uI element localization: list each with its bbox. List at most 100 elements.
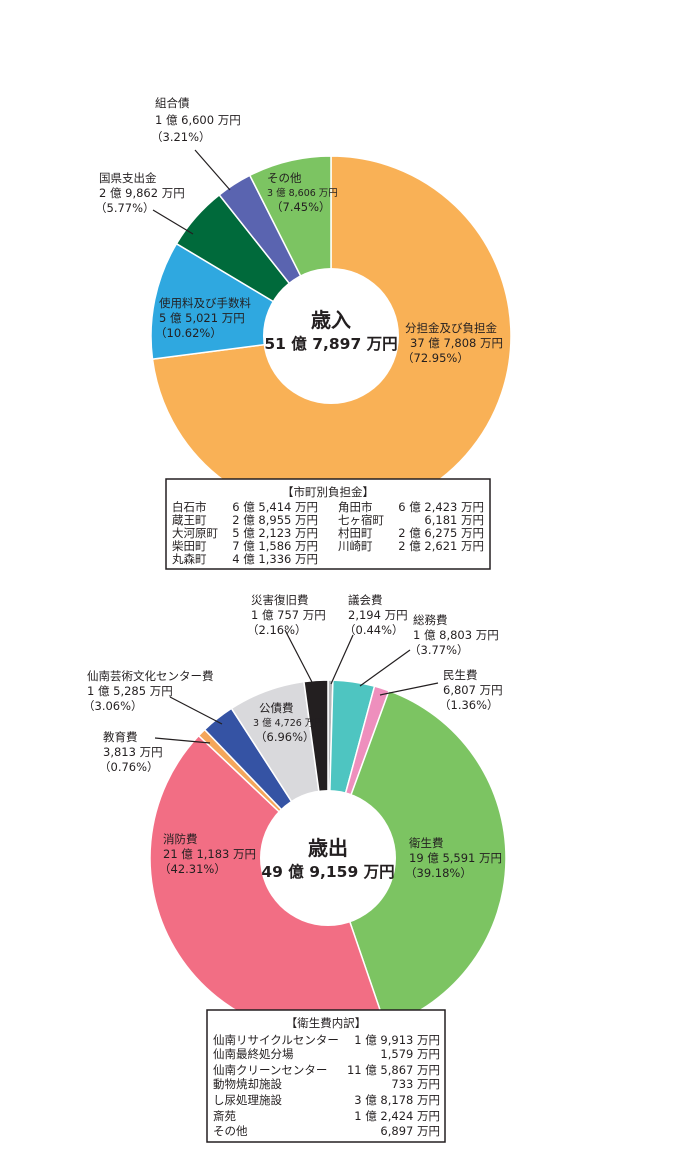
slice-label: 国県支出金 [99, 171, 157, 185]
somu-leader-line [359, 649, 411, 687]
revenue-donut-hole [263, 268, 399, 404]
expenditure-pie-slices [149, 679, 507, 1037]
sanitation-breakdown-table: 【衛生費内訳】 仙南リサイクルセンター 1 億 9,913 万円 仙南最終処分場… [206, 1009, 446, 1143]
slice-percent: （5.77%） [95, 201, 155, 215]
table-row-value: 4 億 1,336 万円 [232, 552, 318, 566]
table-row-value: 1 億 9,913 万円 [354, 1033, 440, 1047]
revenue-label-koku: 国県支出金 2 億 9,862 万円 （5.77%） [95, 171, 185, 215]
table-row-name: 仙南最終処分場 [213, 1047, 294, 1061]
expenditure-label-gikai: 議会費 2,194 万円 （0.44%） [344, 593, 408, 637]
table-title: 【衛生費内訳】 [286, 1016, 367, 1030]
revenue-center-total: 51 億 7,897 万円 [264, 334, 397, 353]
slice-amount: 2 億 9,862 万円 [99, 186, 185, 200]
table-row-name: 角田市 [338, 500, 373, 514]
saigai-leader-line [284, 629, 314, 685]
slice-label: 民生費 [443, 668, 478, 682]
revenue-label-other: その他 3 億 8,606 万円 （7.45%） [267, 171, 338, 214]
slice-label: 総務費 [413, 613, 448, 627]
expenditure-center-total: 49 億 9,159 万円 [261, 862, 394, 881]
slice-amount: 3 億 8,606 万円 [267, 187, 338, 199]
slice-amount: 1 億 757 万円 [251, 608, 326, 622]
table-frame [165, 478, 491, 570]
gikai-leader-line [330, 634, 354, 685]
slice-percent: （39.18%） [405, 866, 472, 880]
slice-label: 議会費 [348, 593, 383, 607]
slice-label: 消防費 [163, 832, 198, 846]
slice-percent: （0.76%） [99, 760, 159, 774]
table-row-value: 6 億 2,423 万円 [398, 500, 484, 514]
table-row-name: 川崎町 [338, 539, 373, 553]
table-row-name: 動物焼却施設 [213, 1077, 282, 1091]
kumiai-leader-line [194, 149, 231, 191]
kyoiku-leader-line [154, 737, 211, 744]
slice-amount: 21 億 1,183 万円 [163, 847, 256, 861]
koku-leader-line [152, 209, 194, 235]
slice-amount: 1 億 8,803 万円 [413, 628, 499, 642]
slice-amount: 6,807 万円 [443, 683, 503, 697]
table-title: 【市町別負担金】 [282, 485, 374, 499]
slice-amount: 3 億 4,726 万円 [253, 717, 324, 729]
expenditure-label-somu: 総務費 1 億 8,803 万円 （3.77%） [409, 613, 499, 657]
slice-label: 教育費 [103, 730, 138, 744]
pie-slice-eisei [327, 689, 507, 1028]
expenditure-label-minsei: 民生費 6,807 万円 （1.36%） [439, 668, 503, 712]
table-row-name: その他 [213, 1124, 248, 1138]
table-row-name: 仙南リサイクルセンター [213, 1033, 339, 1047]
slice-amount: 1 億 5,285 万円 [87, 684, 173, 698]
slice-percent: （42.31%） [159, 862, 226, 876]
municipal-share-table: 【市町別負担金】 白石市 6 億 5,414 万円 蔵王町 2 億 8,955 … [165, 478, 491, 570]
table-row-name: 大河原町 [172, 526, 218, 540]
table-row-name: 丸森町 [172, 552, 207, 566]
table-row-value: 3 億 8,178 万円 [354, 1093, 440, 1107]
slice-label: 災害復旧費 [251, 593, 309, 607]
revenue-chart: 歳入 51 億 7,897 万円 分担金及び負担金 37 億 7,808 万円 … [95, 96, 512, 570]
slice-label: 分担金及び負担金 [405, 321, 497, 335]
slice-percent: （1.36%） [439, 698, 499, 712]
expenditure-label-saigai: 災害復旧費 1 億 757 万円 （2.16%） [247, 593, 326, 637]
expenditure-center-title: 歳出 [308, 836, 348, 860]
table-row-name: 村田町 [338, 526, 373, 540]
minsei-leader-line [379, 682, 439, 696]
slice-percent: （6.96%） [255, 730, 315, 744]
slice-percent: （0.44%） [344, 623, 404, 637]
slice-label: 使用料及び手数料 [159, 296, 251, 310]
table-row-name: 仙南クリーンセンター [213, 1063, 327, 1077]
expenditure-label-kosai: 公債費 3 億 4,726 万円 （6.96%） [253, 701, 324, 744]
table-row-value: 2 億 2,621 万円 [398, 539, 484, 553]
table-right-column: 角田市 6 億 2,423 万円 七ヶ宿町 6,181 万円 村田町 2 億 6… [338, 500, 484, 553]
slice-amount: 3,813 万円 [103, 745, 163, 759]
table-row-name: 斎苑 [213, 1109, 236, 1123]
expenditure-label-shobo: 消防費 21 億 1,183 万円 （42.31%） [159, 832, 256, 876]
expenditure-label-geijutsu: 仙南芸術文化センター費 1 億 5,285 万円 （3.06%） [83, 669, 214, 713]
expenditure-donut-hole [260, 790, 396, 926]
revenue-label-shiyo: 使用料及び手数料 5 億 5,021 万円 （10.62%） [155, 296, 251, 340]
table-row-name: 柴田町 [172, 539, 207, 553]
table-row-value: 6,181 万円 [424, 513, 484, 527]
slice-amount: 19 億 5,591 万円 [409, 851, 502, 865]
table-frame [206, 1009, 446, 1143]
table-row-name: 七ヶ宿町 [338, 513, 384, 527]
slice-amount: 5 億 5,021 万円 [159, 311, 245, 325]
slice-label: 組合債 [155, 96, 190, 110]
table-row-value: 2 億 6,275 万円 [398, 526, 484, 540]
table-row-name: 蔵王町 [172, 513, 207, 527]
table-row-value: 7 億 1,586 万円 [232, 539, 318, 553]
slice-percent: （7.45%） [271, 200, 331, 214]
slice-amount: 37 億 7,808 万円 [410, 336, 503, 350]
expenditure-chart: 歳出 49 億 9,159 万円 災害復旧費 1 億 757 万円 （2.16%… [83, 593, 507, 1143]
table-row-value: 1,579 万円 [380, 1047, 440, 1061]
slice-amount: 1 億 6,600 万円 [155, 113, 241, 127]
revenue-center-title: 歳入 [311, 308, 351, 332]
table-row-value: 11 億 5,867 万円 [347, 1063, 440, 1077]
expenditure-label-eisei: 衛生費 19 億 5,591 万円 （39.18%） [405, 836, 502, 880]
slice-amount: 2,194 万円 [348, 608, 408, 622]
slice-label: 衛生費 [409, 836, 444, 850]
slice-label: 公債費 [259, 701, 294, 715]
table-row-value: 5 億 2,123 万円 [232, 526, 318, 540]
geijutsu-leader-line [169, 696, 223, 725]
table-row-value: 6 億 5,414 万円 [232, 500, 318, 514]
revenue-label-kumiai: 組合債 1 億 6,600 万円 （3.21%） [151, 96, 241, 144]
table-row-value: 2 億 8,955 万円 [232, 513, 318, 527]
slice-label: 仙南芸術文化センター費 [87, 669, 214, 683]
